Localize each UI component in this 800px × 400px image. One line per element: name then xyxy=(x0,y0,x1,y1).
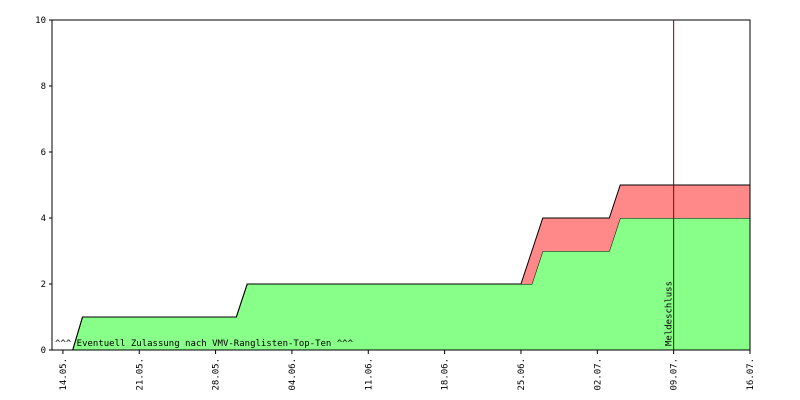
area-line xyxy=(52,184,750,351)
y-tick-label: 8 xyxy=(41,82,46,92)
plot-frame xyxy=(51,19,751,351)
y-tick-label: 0 xyxy=(41,346,46,356)
x-tick-label: 28.05. xyxy=(212,358,222,391)
annotation: ^^^ Eventuell Zulassung nach VMV-Ranglis… xyxy=(55,339,354,349)
x-tick-label: 09.07. xyxy=(670,358,680,391)
x-tick-label: 18.06. xyxy=(441,358,451,391)
x-tick-label: 25.06. xyxy=(517,358,527,391)
deadline-label: Meldeschluss xyxy=(665,281,675,346)
x-tick-label: 04.06. xyxy=(288,358,298,391)
y-tick-label: 2 xyxy=(41,280,46,290)
x-tick-label: 11.06. xyxy=(364,358,374,391)
x-tick-label: 21.05. xyxy=(135,358,145,391)
area-fill xyxy=(52,185,750,350)
y-tick-label: 10 xyxy=(35,16,46,26)
x-tick-label: 16.07. xyxy=(746,358,756,391)
x-tick-label: 14.05. xyxy=(59,358,69,391)
y-tick-label: 4 xyxy=(41,214,46,224)
y-tick-label: 6 xyxy=(41,148,46,158)
x-tick-label: 02.07. xyxy=(593,358,603,391)
